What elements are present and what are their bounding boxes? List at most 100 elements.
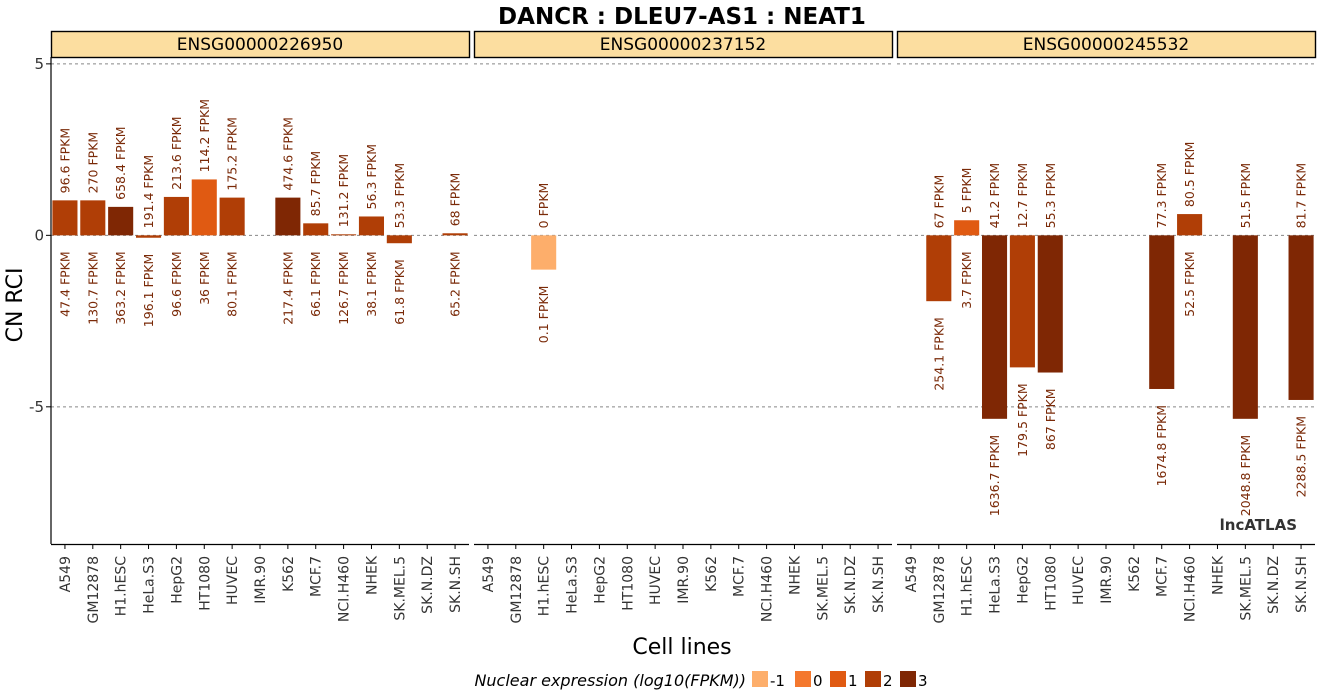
x-tick-label: HT1080 xyxy=(197,556,213,611)
bar-label-bottom: 66.1 FPKM xyxy=(308,251,323,317)
x-tick-label: K562 xyxy=(281,556,297,592)
bar-label-top: 131.2 FPKM xyxy=(336,154,351,227)
bar-label-bottom: 36 FPKM xyxy=(197,251,212,305)
bar-label-bottom: 196.1 FPKM xyxy=(141,254,156,327)
bar-label-top: 55.3 FPKM xyxy=(1043,163,1058,229)
x-tick-label: A549 xyxy=(481,556,497,592)
bar xyxy=(1177,214,1203,236)
x-tick-label: HUVEC xyxy=(1071,556,1087,605)
bar-label-top: 474.6 FPKM xyxy=(280,117,295,190)
bar xyxy=(80,200,106,236)
bar-label-bottom: 363.2 FPKM xyxy=(113,251,128,324)
legend: Nuclear expression (log10(FPKM)) -1 0 1 2 3 xyxy=(474,671,928,690)
x-tick-label: SK.N.SH xyxy=(871,556,887,613)
bar xyxy=(191,179,217,236)
panel-3: ENSG00000245532 A549 GM12878 67 FPKM 254.1 F… xyxy=(896,30,1317,623)
bar-label-bottom: 0.1 FPKM xyxy=(536,286,551,344)
x-tick-label: NCI.H460 xyxy=(1183,556,1199,622)
bar xyxy=(1009,235,1035,368)
bar xyxy=(135,235,162,238)
y-tick-label: -5 xyxy=(29,398,44,416)
x-tick-label: HeLa.S3 xyxy=(988,556,1004,614)
bar-label-top: 41.2 FPKM xyxy=(987,163,1002,229)
bar-label-top: 270 FPKM xyxy=(85,132,100,194)
bar-label-top: 85.7 FPKM xyxy=(308,151,323,217)
legend-label: 3 xyxy=(918,672,928,690)
bar xyxy=(386,235,412,244)
bar-label-top: 68 FPKM xyxy=(448,173,463,227)
bar-label-bottom: 1636.7 FPKM xyxy=(987,435,1002,516)
bar xyxy=(303,223,329,236)
x-tick-label: H1.hESC xyxy=(960,556,976,616)
bar-label-bottom: 179.5 FPKM xyxy=(1015,383,1030,456)
bar xyxy=(442,233,468,236)
x-tick-label: SK.MEL.5 xyxy=(1238,556,1254,621)
chart-title: DANCR : DLEU7-AS1 : NEAT1 xyxy=(498,4,866,30)
bar xyxy=(1232,235,1258,419)
x-tick-label: SK.N.SH xyxy=(1294,556,1310,613)
bar-label-top: 12.7 FPKM xyxy=(1015,163,1030,229)
x-tick-label: H1.hESC xyxy=(537,556,553,616)
panel-strip xyxy=(473,30,894,59)
legend-swatch xyxy=(865,671,881,687)
bar-label-bottom: 38.1 FPKM xyxy=(364,251,379,317)
bar xyxy=(926,235,952,302)
bar-label-top: 77.3 FPKM xyxy=(1154,163,1169,229)
bar xyxy=(52,200,78,236)
bar xyxy=(275,197,301,236)
bar xyxy=(108,206,134,236)
bar-label-bottom: 254.1 FPKM xyxy=(931,317,946,390)
x-tick-label: SK.N.DZ xyxy=(843,556,859,614)
x-tick-label: MCF.7 xyxy=(732,556,748,597)
legend-label: 1 xyxy=(848,672,858,690)
chart-panels: ENSG00000226950 A549 96.6 FPKM 47.4 FPKM GM1… xyxy=(50,30,1317,623)
y-tick-label: 5 xyxy=(34,55,44,73)
legend-swatch xyxy=(900,671,916,687)
x-axis-label: Cell lines xyxy=(632,635,731,660)
bar xyxy=(1149,235,1175,389)
x-tick-label: SK.N.DZ xyxy=(1266,556,1282,614)
x-tick-label: HepG2 xyxy=(169,556,185,604)
bar-label-top: 53.3 FPKM xyxy=(392,163,407,229)
bar-label-bottom: 867 FPKM xyxy=(1043,389,1058,451)
panel-strip-label: ENSG00000245532 xyxy=(1023,35,1189,55)
x-tick-label: HepG2 xyxy=(592,556,608,604)
legend-label: 2 xyxy=(883,672,893,690)
bar-label-bottom: 1674.8 FPKM xyxy=(1154,405,1169,486)
lncatlas-watermark: lncATLAS xyxy=(1220,516,1297,534)
panel-strip-label: ENSG00000226950 xyxy=(177,35,343,55)
x-tick-label: SK.MEL.5 xyxy=(815,556,831,621)
bar-label-bottom: 126.7 FPKM xyxy=(336,251,351,324)
legend-title: Nuclear expression (log10(FPKM)) xyxy=(474,671,746,690)
x-tick-label: NHEK xyxy=(1210,555,1226,595)
x-tick-label: MCF.7 xyxy=(1155,556,1171,597)
x-tick-label: HT1080 xyxy=(1043,556,1059,611)
x-tick-label: A549 xyxy=(904,556,920,592)
bar xyxy=(981,235,1008,419)
panel-strip xyxy=(50,30,471,59)
x-tick-label: SK.MEL.5 xyxy=(392,556,408,621)
x-tick-label: HepG2 xyxy=(1015,556,1031,604)
bar xyxy=(358,216,385,236)
x-tick-label: IMR.90 xyxy=(676,556,692,604)
legend-label: -1 xyxy=(770,672,785,690)
panel-2: ENSG00000237152 A549 GM12878 H1.hESC 0 FPKM 0… xyxy=(473,30,894,623)
bar-label-bottom: 80.1 FPKM xyxy=(225,251,240,317)
bar-label-top: 213.6 FPKM xyxy=(169,116,184,189)
x-tick-label: HUVEC xyxy=(648,556,664,605)
bar xyxy=(331,234,357,236)
bar xyxy=(219,197,245,236)
x-tick-label: IMR.90 xyxy=(253,556,269,604)
x-tick-label: IMR.90 xyxy=(1099,556,1115,604)
bar-label-top: 80.5 FPKM xyxy=(1182,142,1197,208)
bar-label-bottom: 2048.8 FPKM xyxy=(1238,435,1253,516)
x-tick-label: A549 xyxy=(58,556,74,592)
panel-strip xyxy=(896,30,1317,59)
bar-label-bottom: 47.4 FPKM xyxy=(57,251,72,317)
x-tick-label: NHEK xyxy=(787,555,803,595)
bar xyxy=(1037,235,1063,373)
bar-label-top: 114.2 FPKM xyxy=(197,99,212,172)
bar xyxy=(1288,235,1314,400)
x-tick-label: HeLa.S3 xyxy=(142,556,158,614)
